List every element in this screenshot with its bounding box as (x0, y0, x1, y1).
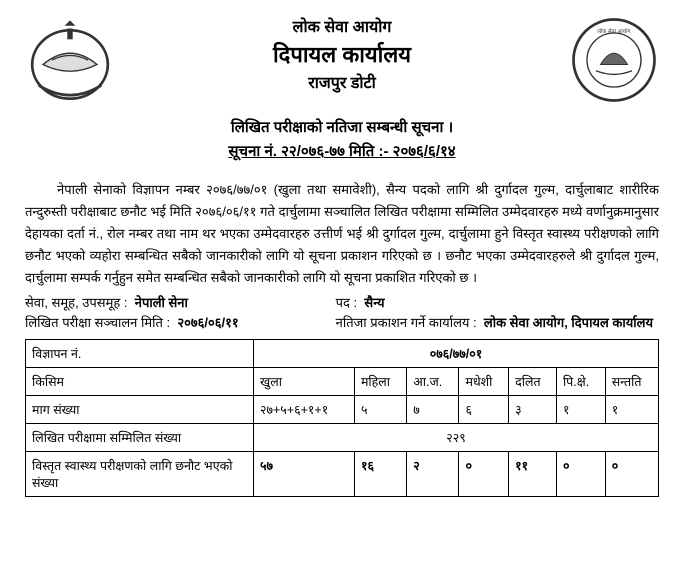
adv-label: विज्ञापन नं. (26, 340, 254, 368)
header: लोक सेवा आयोग दिपायल कार्यालय राजपुर डोट… (25, 15, 659, 105)
selected-col: ० (459, 452, 509, 497)
selected-col: ० (605, 452, 658, 497)
demand-col: ७ (407, 396, 459, 424)
publish-value: लोक सेवा आयोग, दिपायल कार्यालय (484, 315, 653, 330)
exam-date-label: लिखित परीक्षा सञ्चालन मिति : (25, 315, 170, 330)
meta-row-1: सेवा, समूह, उपसमूह : नेपाली सेना पद : सै… (25, 293, 659, 311)
selected-col: ५७ (254, 452, 355, 497)
psc-logo-icon: लोक सेवा आयोग (569, 15, 659, 105)
selected-col: ११ (509, 452, 557, 497)
national-emblem-icon (25, 15, 115, 105)
type-col: सन्तति (605, 368, 658, 396)
adv-value: ०७६/७७/०१ (254, 340, 659, 368)
post-label: पद : (336, 295, 358, 310)
type-col: महिला (354, 368, 406, 396)
table-row-selected: विस्तृत स्वास्थ्य परीक्षणको लागि छनौट भए… (26, 452, 659, 497)
org-name: लोक सेवा आयोग (115, 15, 569, 37)
demand-label: माग संख्या (26, 396, 254, 424)
svg-text:लोक सेवा आयोग: लोक सेवा आयोग (597, 28, 631, 35)
service-label: सेवा, समूह, उपसमूह : (25, 295, 128, 310)
type-col: खुला (254, 368, 355, 396)
office-address: राजपुर डोटी (115, 71, 569, 93)
demand-col: २७+५+६+१+१ (254, 396, 355, 424)
table-row-present: लिखित परीक्षामा सम्मिलित संख्या २२९ (26, 424, 659, 452)
type-col: दलित (509, 368, 557, 396)
present-value: २२९ (254, 424, 659, 452)
header-titles: लोक सेवा आयोग दिपायल कार्यालय राजपुर डोट… (115, 15, 569, 93)
type-col: पि.क्षे. (556, 368, 605, 396)
demand-col: १ (605, 396, 658, 424)
selected-label: विस्तृत स्वास्थ्य परीक्षणको लागि छनौट भए… (26, 452, 254, 497)
demand-col: ६ (459, 396, 509, 424)
selected-col: ० (556, 452, 605, 497)
type-col: आ.ज. (407, 368, 459, 396)
table-row-adv: विज्ञापन नं. ०७६/७७/०१ (26, 340, 659, 368)
table-row-type: किसिम खुला महिला आ.ज. मधेशी दलित पि.क्षे… (26, 368, 659, 396)
meta-row-2: लिखित परीक्षा सञ्चालन मिति : २०७६/०६/११ … (25, 313, 659, 331)
results-table: विज्ञापन नं. ०७६/७७/०१ किसिम खुला महिला … (25, 339, 659, 497)
selected-col: २ (407, 452, 459, 497)
notice-body: नेपाली सेनाको विज्ञापन नम्बर २०७६/७७/०१ … (25, 179, 659, 289)
publish-label: नतिजा प्रकाशन गर्ने कार्यालय : (336, 315, 477, 330)
notice-subject: लिखित परीक्षाको नतिजा सम्बन्धी सूचना । (25, 117, 659, 137)
post-value: सैन्य (364, 295, 384, 310)
type-label: किसिम (26, 368, 254, 396)
demand-col: १ (556, 396, 605, 424)
office-name: दिपायल कार्यालय (115, 39, 569, 69)
type-col: मधेशी (459, 368, 509, 396)
table-row-demand: माग संख्या २७+५+६+१+१ ५ ७ ६ ३ १ १ (26, 396, 659, 424)
present-label: लिखित परीक्षामा सम्मिलित संख्या (26, 424, 254, 452)
selected-col: १६ (354, 452, 406, 497)
demand-col: ३ (509, 396, 557, 424)
demand-col: ५ (354, 396, 406, 424)
service-value: नेपाली सेना (135, 295, 188, 310)
notice-number-date: सूचना नं. २२/०७६-७७ मिति :- २०७६/६/१४ (25, 141, 659, 161)
exam-date-value: २०७६/०६/११ (177, 315, 238, 330)
